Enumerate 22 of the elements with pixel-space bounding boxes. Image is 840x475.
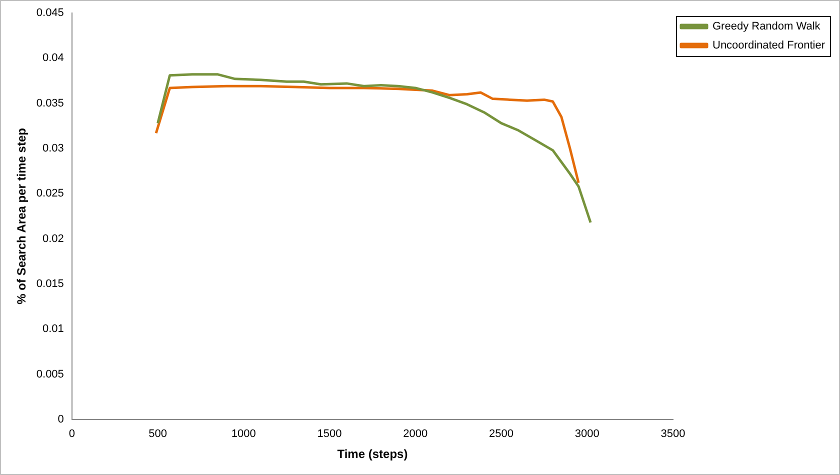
y-tick-label: 0.02 [42, 232, 64, 245]
y-tick-label: 0.045 [36, 7, 64, 20]
x-tick-label: 500 [148, 428, 167, 440]
x-tick-label: 3000 [574, 428, 600, 440]
x-tick-label: 2500 [489, 428, 514, 440]
x-axis-title: Time (steps) [337, 447, 408, 462]
y-tick-label: 0.04 [42, 52, 64, 64]
x-tick-label: 1500 [317, 428, 342, 440]
y-tick-label: 0.005 [36, 368, 64, 380]
y-tick-label: 0.015 [36, 278, 64, 290]
x-tick-label: 1000 [231, 428, 256, 440]
y-axis-title: % of Search Area per time step [14, 128, 29, 304]
x-tick-label: 3500 [660, 428, 686, 440]
y-tick-label: 0.025 [36, 188, 64, 200]
legend-label: Uncoordinated Frontier [712, 40, 826, 52]
y-tick-label: 0.01 [42, 323, 64, 336]
x-tick-label: 2000 [403, 428, 428, 440]
x-tick-label: 0 [68, 428, 75, 440]
y-tick-label: 0.035 [36, 97, 64, 110]
y-tick-label: 0 [58, 413, 64, 426]
y-tick-label: 0.03 [42, 142, 64, 154]
legend-label: Greedy Random Walk [712, 20, 821, 33]
